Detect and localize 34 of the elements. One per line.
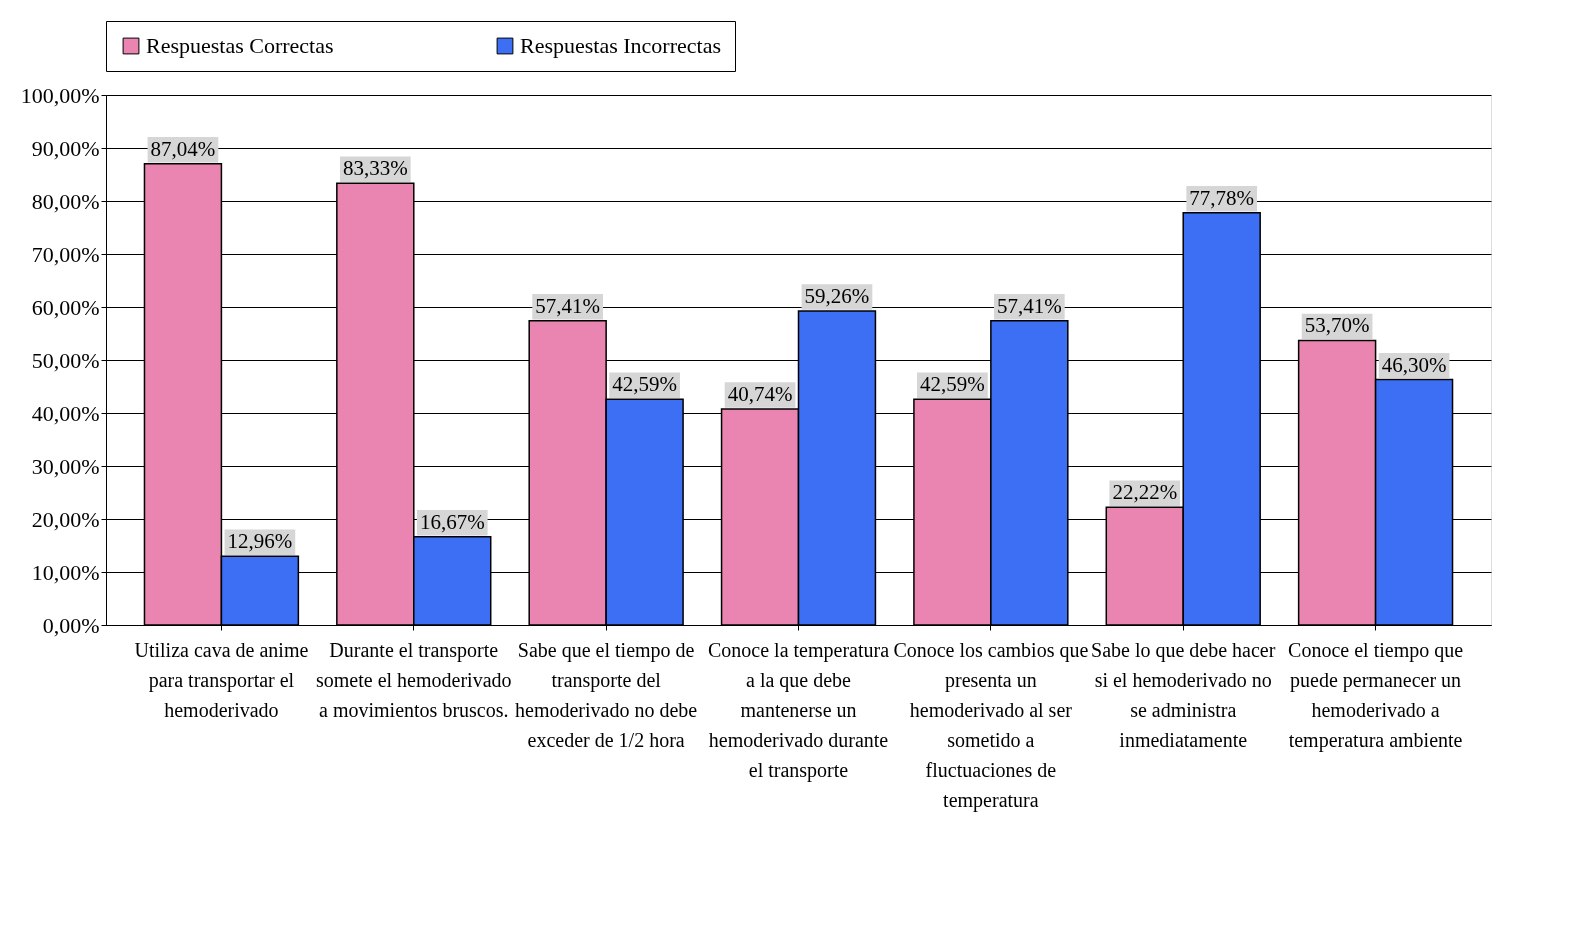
x-tick-label: Conoce la temperatura a la que debe mantenerse un hemoderivado durante el transporte	[707, 638, 890, 782]
data-label: 42,59%	[612, 372, 677, 397]
data-label: 16,67%	[419, 509, 485, 534]
y-tick-label: 80,00%	[31, 188, 100, 214]
x-tick-label: Conoce el tiempo que puede permanecer un hemoderivado a temperatura ambiente	[1288, 638, 1464, 752]
data-label: 53,70%	[1304, 313, 1370, 338]
data-label: 59,26%	[804, 283, 870, 308]
data-label: 83,33%	[342, 156, 408, 181]
data-label: 57,41%	[535, 293, 601, 318]
x-tick-label: Sabe que el tiempo de transporte del hemoderivado no debe exceder de 1/2 hora	[515, 638, 698, 751]
legend-label: Respuestas Incorrectas	[520, 33, 721, 58]
y-tick-label: 30,00%	[31, 453, 100, 479]
y-tick-label: 0,00%	[42, 612, 100, 638]
data-label: 77,78%	[1189, 185, 1255, 210]
y-tick-label: 10,00%	[31, 559, 100, 585]
y-tick-label: 70,00%	[31, 241, 100, 267]
y-tick-label: 40,00%	[31, 400, 100, 426]
data-label: 12,96%	[227, 529, 293, 554]
x-tick-label: Conoce los cambios que presenta un hemoderivado al ser sometido a fluctuaciones de temperatura	[893, 638, 1089, 812]
y-tick-label: 50,00%	[31, 347, 100, 373]
y-tick-label: 60,00%	[31, 294, 100, 320]
data-label: 57,41%	[996, 293, 1062, 318]
data-label: 87,04%	[150, 136, 216, 161]
y-tick-label: 20,00%	[31, 506, 100, 532]
y-tick-label: 100,00%	[20, 82, 100, 108]
data-label: 46,30%	[1381, 352, 1447, 377]
data-label: 40,74%	[727, 382, 793, 407]
x-tick-label: Durante el transporte somete el hemoderivado a movimientos bruscos.	[316, 638, 512, 721]
x-tick-label: Sabe lo que debe hacer si el hemoderivado no se administra inmediatamente	[1091, 638, 1276, 751]
y-tick-label: 90,00%	[31, 135, 100, 161]
data-label: 22,22%	[1112, 480, 1178, 505]
data-label: 42,59%	[920, 372, 985, 397]
legend-label: Respuestas Correctas	[146, 33, 334, 58]
x-tick-label: Utiliza cava de anime para transportar el hemoderivado	[134, 638, 309, 721]
